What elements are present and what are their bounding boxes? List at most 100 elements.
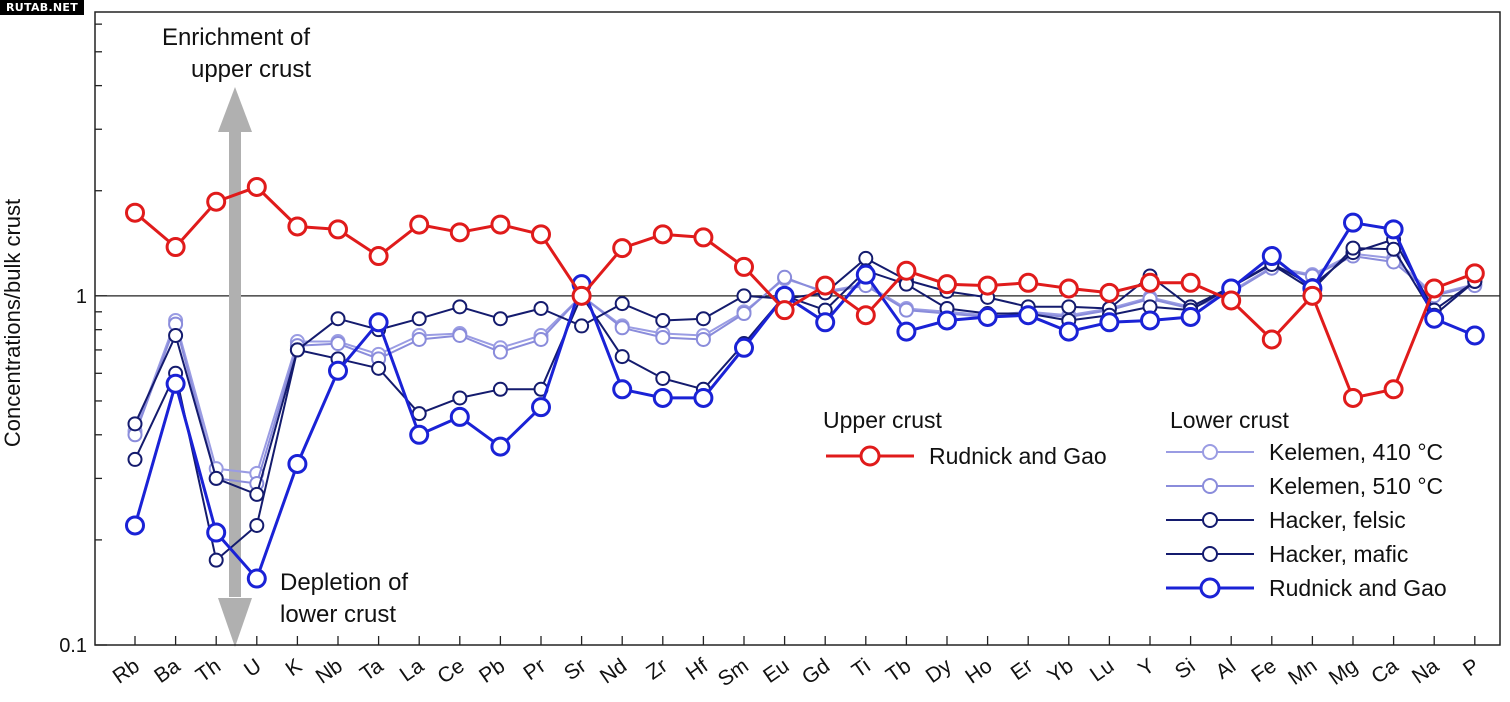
point-pb xyxy=(492,344,508,360)
point-zr xyxy=(655,312,671,328)
x-tick-label-ta: Ta xyxy=(356,654,388,686)
x-tick-label-si: Si xyxy=(1171,654,1200,684)
point-ti xyxy=(855,264,876,285)
point-lu xyxy=(1099,282,1120,303)
point-gd xyxy=(815,312,836,333)
point-nb xyxy=(330,336,346,352)
arrow-head-up xyxy=(218,87,252,132)
x-tick-label-na: Na xyxy=(1408,654,1443,688)
legend-label: Kelemen, 410 °C xyxy=(1269,439,1443,465)
point-ho xyxy=(977,306,998,327)
point-rb xyxy=(125,515,145,536)
point-tb xyxy=(896,321,917,342)
legend-label: Rudnick and Gao xyxy=(1269,575,1447,601)
x-tick-label-mg: Mg xyxy=(1325,654,1362,690)
legend-entry-lower-0: Kelemen, 410 °C xyxy=(1166,439,1443,465)
series-layer xyxy=(125,176,1485,589)
series-line xyxy=(134,255,1476,485)
point-y xyxy=(1140,272,1160,293)
point-dy xyxy=(937,274,957,295)
legend-entry-lower-4: Rudnick and Gao xyxy=(1166,575,1447,601)
x-tick-label-gd: Gd xyxy=(798,654,834,689)
point-yb xyxy=(1058,321,1079,342)
arrow-shaft xyxy=(229,125,241,597)
legend-upper-title: Upper crust xyxy=(823,407,942,433)
point-th xyxy=(208,470,224,486)
x-tick-label-ce: Ce xyxy=(433,654,468,688)
point-th xyxy=(208,552,224,568)
point-mn xyxy=(1302,285,1323,306)
point-rb xyxy=(127,416,143,432)
point-rb xyxy=(125,202,145,223)
point-zr xyxy=(652,387,673,408)
point-la xyxy=(411,311,427,327)
x-tick-label-u: U xyxy=(240,654,266,682)
point-ce xyxy=(452,299,468,315)
x-tick-label-sm: Sm xyxy=(714,654,753,691)
point-pb xyxy=(490,436,511,457)
point-ce xyxy=(452,327,468,343)
point-ca xyxy=(1386,241,1402,257)
point-fe xyxy=(1261,246,1282,267)
x-tick-label-sr: Sr xyxy=(560,654,590,685)
legend-label: Kelemen, 510 °C xyxy=(1269,473,1443,499)
point-rb xyxy=(127,451,143,467)
point-y xyxy=(1140,310,1160,331)
legend-marker xyxy=(1199,577,1221,599)
point-nb xyxy=(328,219,348,240)
x-tick-label-hf: Hf xyxy=(682,654,713,685)
point-hf xyxy=(693,227,714,248)
point-ba xyxy=(168,327,184,343)
point-er xyxy=(1018,272,1039,293)
legend-lower-title: Lower crust xyxy=(1170,407,1289,433)
series-upper-5 xyxy=(125,176,1485,408)
legend-label: Rudnick and Gao xyxy=(929,443,1107,469)
legend-label: Hacker, mafic xyxy=(1269,541,1408,567)
x-tick-label-ca: Ca xyxy=(1367,654,1402,688)
legend-marker xyxy=(1202,546,1218,562)
x-tick-label-yb: Yb xyxy=(1043,654,1077,688)
point-ca xyxy=(1383,219,1404,240)
point-k xyxy=(287,453,308,474)
x-tick-label-lu: Lu xyxy=(1086,654,1118,686)
point-fe xyxy=(1261,329,1282,350)
point-zr xyxy=(655,370,671,386)
point-nd xyxy=(612,379,633,400)
point-er xyxy=(1018,305,1039,326)
legend-entry-lower-1: Kelemen, 510 °C xyxy=(1166,473,1443,499)
point-ti xyxy=(858,250,874,266)
legend-label: Hacker, felsic xyxy=(1269,507,1406,533)
x-tick-label-tb: Tb xyxy=(882,654,915,687)
point-pr xyxy=(533,331,549,347)
point-ce xyxy=(449,406,470,427)
point-ta xyxy=(368,246,389,267)
point-nd xyxy=(614,296,630,312)
point-ta xyxy=(368,312,389,333)
point-na xyxy=(1424,308,1445,329)
point-pr xyxy=(531,397,551,418)
legend-entry-lower-3: Hacker, mafic xyxy=(1166,541,1408,567)
watermark: RUTAB.NET xyxy=(0,0,85,15)
point-hf xyxy=(695,331,711,347)
x-tick-label-zr: Zr xyxy=(642,654,671,684)
x-tick-label-er: Er xyxy=(1007,654,1037,685)
point-th xyxy=(206,522,227,543)
series-lower-4 xyxy=(125,212,1485,589)
series-line xyxy=(134,247,1476,562)
point-ba xyxy=(165,236,186,257)
double-arrow xyxy=(218,87,252,647)
point-mg xyxy=(1343,387,1363,408)
legend-marker xyxy=(1202,478,1218,494)
point-la xyxy=(409,424,430,445)
point-ho xyxy=(977,275,998,296)
point-ce xyxy=(452,390,468,406)
y-axis-label: Concentrations/bulk crust xyxy=(0,199,25,447)
series-line xyxy=(133,221,1476,580)
point-nb xyxy=(328,360,348,381)
point-p xyxy=(1464,263,1485,284)
point-nb xyxy=(330,311,346,327)
legend-marker xyxy=(1202,444,1218,460)
point-nd xyxy=(614,320,630,336)
x-tick-label-nb: Nb xyxy=(312,654,347,688)
